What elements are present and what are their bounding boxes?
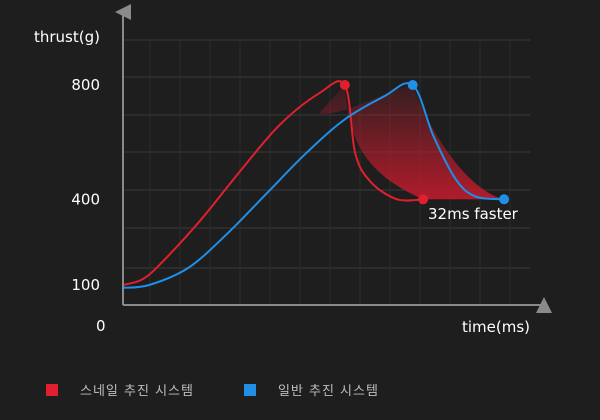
legend: 스네일 추진 시스템 일반 추진 시스템 bbox=[46, 380, 429, 399]
grid-lines bbox=[123, 39, 530, 305]
series-line-normal bbox=[122, 82, 505, 289]
legend-label: 일반 추진 시스템 bbox=[277, 384, 379, 399]
y-tick-label: 800 bbox=[71, 76, 100, 94]
y-tick-label: 400 bbox=[71, 190, 100, 208]
marker-normal bbox=[407, 80, 418, 91]
chart-labels: thrust(g) time(ms) 0 32ms faster 100 400 8… bbox=[34, 28, 530, 336]
annotation-32ms-faster: 32ms faster bbox=[428, 205, 519, 223]
legend-swatch-red-icon bbox=[46, 383, 58, 396]
improvement-fill bbox=[318, 85, 505, 200]
x-axis-title: time(ms) bbox=[462, 318, 530, 336]
origin-label: 0 bbox=[96, 317, 106, 335]
marker-normal bbox=[499, 194, 510, 205]
improvement-area bbox=[318, 85, 505, 200]
marker-snail bbox=[339, 80, 350, 91]
series-line-snail bbox=[122, 80, 424, 286]
legend-item-normal: 일반 추진 시스템 bbox=[243, 380, 379, 399]
series-markers bbox=[339, 80, 510, 205]
y-axis-title: thrust(g) bbox=[34, 28, 100, 46]
legend-label: 스네일 추진 시스템 bbox=[80, 384, 194, 399]
y-tick-label: 100 bbox=[71, 276, 100, 294]
legend-item-snail: 스네일 추진 시스템 bbox=[46, 380, 194, 399]
series-lines bbox=[122, 80, 505, 289]
legend-swatch-blue-icon bbox=[243, 383, 256, 396]
marker-snail bbox=[418, 194, 429, 205]
axes bbox=[115, 4, 552, 313]
